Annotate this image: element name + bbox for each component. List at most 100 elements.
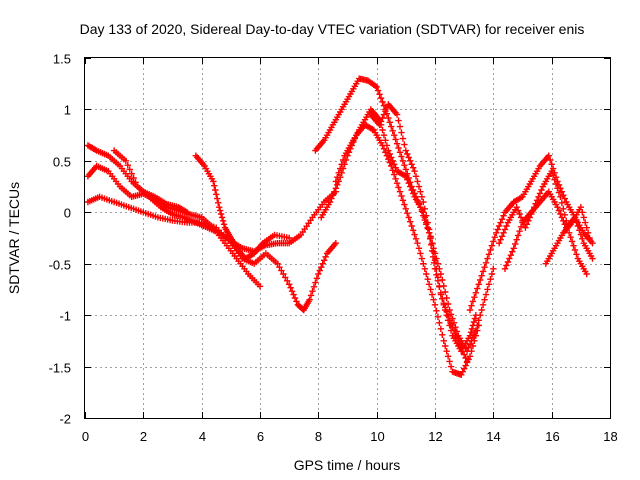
data-point xyxy=(290,291,297,298)
data-point xyxy=(393,140,401,147)
data-point xyxy=(431,301,439,309)
data-point xyxy=(434,274,442,281)
data-point xyxy=(130,174,137,182)
data-point xyxy=(547,156,554,164)
data-point xyxy=(379,126,386,134)
data-point xyxy=(466,353,474,360)
data-point xyxy=(444,312,452,320)
data-point xyxy=(465,344,472,351)
data-point xyxy=(382,137,389,144)
data-point xyxy=(555,181,563,189)
data-point xyxy=(312,279,319,286)
data-point xyxy=(475,281,482,288)
data-point xyxy=(335,169,342,177)
data-point xyxy=(408,161,415,168)
data-point xyxy=(122,157,130,165)
y-tick-label: -0.5 xyxy=(49,258,71,273)
data-point xyxy=(482,259,490,267)
data-point xyxy=(430,248,437,255)
data-point xyxy=(339,156,347,164)
data-point xyxy=(437,325,445,333)
x-tick-label: 0 xyxy=(82,429,89,444)
data-point xyxy=(450,319,458,327)
data-point xyxy=(447,320,455,327)
data-point xyxy=(396,123,404,130)
x-tick-label: 6 xyxy=(257,429,264,444)
data-point xyxy=(431,257,439,264)
data-point xyxy=(398,153,405,160)
data-point xyxy=(396,188,404,195)
data-point xyxy=(428,291,436,298)
data-point xyxy=(334,173,341,181)
data-point xyxy=(420,209,427,216)
data-point xyxy=(437,270,445,278)
data-point xyxy=(307,292,315,299)
data-point xyxy=(392,164,399,171)
series-track-5 xyxy=(192,152,293,262)
data-point xyxy=(516,210,523,218)
data-point xyxy=(472,289,480,297)
data-point xyxy=(401,141,408,148)
data-point xyxy=(439,295,446,303)
data-point xyxy=(417,188,424,195)
data-point xyxy=(313,275,321,282)
data-point xyxy=(493,229,500,237)
data-point xyxy=(425,226,433,233)
data-point xyxy=(471,315,479,322)
data-point xyxy=(466,306,474,314)
data-point xyxy=(474,322,481,329)
data-point xyxy=(399,157,407,165)
data-point xyxy=(210,178,217,185)
series-track-13 xyxy=(542,203,593,267)
data-point xyxy=(490,265,497,273)
data-point xyxy=(567,233,574,241)
data-point xyxy=(458,344,465,351)
data-point xyxy=(399,135,407,142)
data-point xyxy=(560,205,567,213)
y-axis-label: SDTVAR / TECUs xyxy=(6,182,22,294)
data-point xyxy=(440,299,447,307)
data-point xyxy=(211,182,218,189)
data-point xyxy=(468,337,475,345)
series-track-2 xyxy=(84,142,191,216)
data-point xyxy=(485,281,493,288)
data-point xyxy=(440,337,447,345)
data-point xyxy=(468,302,475,309)
data-point xyxy=(331,188,338,195)
data-point xyxy=(439,331,446,339)
data-point xyxy=(490,238,497,245)
data-point xyxy=(388,154,395,161)
data-point xyxy=(479,268,487,275)
y-tick-label: 0 xyxy=(64,206,71,221)
data-point xyxy=(462,362,469,369)
data-point xyxy=(560,217,567,225)
data-point xyxy=(501,265,509,273)
ticks xyxy=(85,58,611,419)
data-point xyxy=(472,327,480,334)
data-point xyxy=(405,214,412,221)
data-point xyxy=(405,179,412,187)
data-point xyxy=(414,239,421,247)
data-point xyxy=(322,253,329,261)
data-point xyxy=(571,246,579,254)
data-point xyxy=(420,198,427,206)
data-point xyxy=(554,185,561,192)
data-point xyxy=(557,193,564,201)
data-point xyxy=(424,219,431,226)
y-tick-label: 1.5 xyxy=(53,52,71,67)
data-point xyxy=(338,161,345,168)
data-point xyxy=(442,288,449,296)
data-point xyxy=(398,192,405,200)
data-point xyxy=(408,186,415,194)
data-point xyxy=(583,270,590,278)
data-point xyxy=(504,258,512,266)
data-point xyxy=(396,149,404,156)
data-point xyxy=(433,265,440,273)
data-point xyxy=(218,214,226,221)
data-point xyxy=(421,265,428,273)
data-point xyxy=(220,221,228,228)
x-tick-label: 16 xyxy=(545,429,559,444)
data-point xyxy=(555,189,563,196)
data-point xyxy=(332,185,340,192)
